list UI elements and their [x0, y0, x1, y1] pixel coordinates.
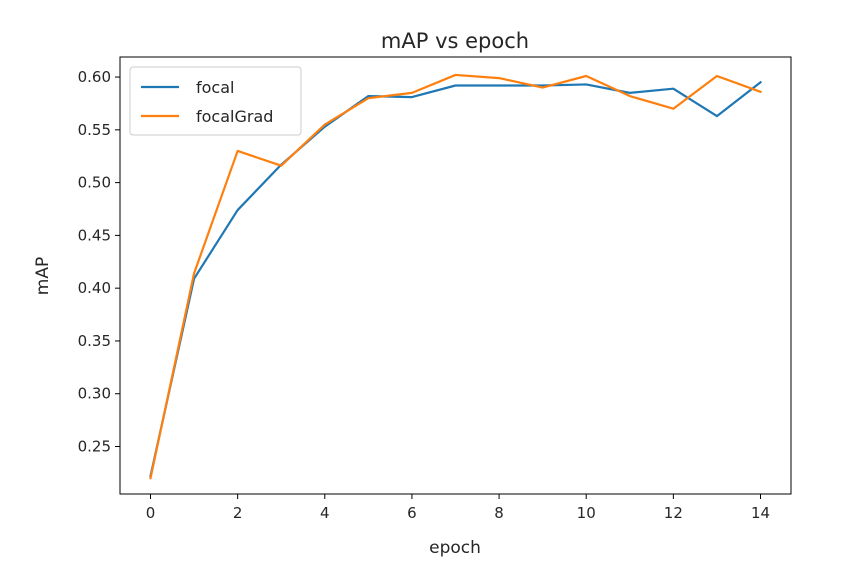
y-axis: 0.25 0.30 0.35 0.40 0.45 0.50 0.55 0.60	[78, 68, 120, 456]
x-tick-label: 2	[233, 504, 243, 522]
x-tick-label: 10	[577, 504, 596, 522]
y-tick-label: 0.55	[78, 121, 111, 139]
legend: focal focalGrad	[129, 66, 302, 136]
y-axis-label: mAP	[33, 257, 53, 295]
legend-box	[129, 66, 302, 136]
x-tick-label: 8	[494, 504, 504, 522]
y-tick-label: 0.35	[78, 332, 111, 350]
y-tick-label: 0.25	[78, 438, 111, 456]
series-line-focalGrad	[149, 73, 762, 480]
plot-area	[149, 73, 763, 480]
y-tick-label: 0.45	[78, 226, 111, 244]
x-axis: 0 2 4 6 8 10 12 14	[146, 494, 770, 522]
x-tick-label: 0	[146, 504, 156, 522]
y-tick-label: 0.50	[78, 174, 111, 192]
x-axis-label: epoch	[429, 538, 481, 558]
y-tick-label: 0.30	[78, 385, 111, 403]
y-tick-label: 0.60	[78, 68, 111, 86]
chart-title: mAP vs epoch	[381, 29, 529, 53]
x-tick-label: 12	[664, 504, 683, 522]
series-line-focal	[149, 80, 763, 478]
legend-label: focal	[196, 78, 234, 97]
legend-label: focalGrad	[196, 107, 273, 126]
axes-frame	[119, 56, 792, 495]
x-tick-label: 14	[751, 504, 770, 522]
x-tick-label: 6	[407, 504, 417, 522]
y-tick-label: 0.40	[78, 279, 111, 297]
x-tick-label: 4	[320, 504, 330, 522]
